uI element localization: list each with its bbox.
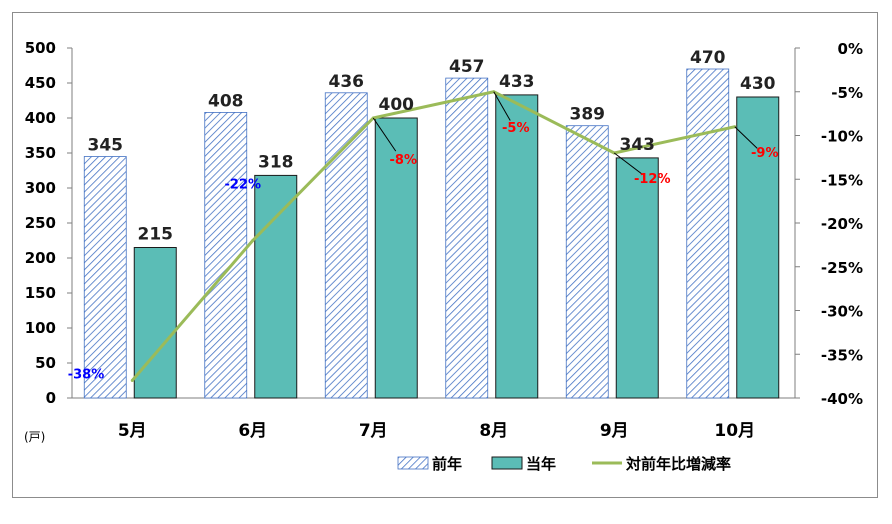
y-unit-label: (戸) <box>24 430 45 444</box>
bar-prev-year-value-label: 436 <box>329 72 365 92</box>
y-left-tick-label: 400 <box>25 109 56 127</box>
bar-current-year-value-label: 343 <box>620 135 656 155</box>
x-category-label: 6月 <box>238 421 267 441</box>
bar-current-year <box>736 96 780 399</box>
y-left-tick-label: 50 <box>35 354 56 372</box>
rate-leader-line <box>613 152 644 175</box>
rate-value-label: -38% <box>68 368 105 383</box>
x-category-label: 8月 <box>479 421 508 441</box>
bar-current-year <box>254 174 298 399</box>
y-left-tick-label: 0 <box>46 389 56 407</box>
rate-value-label: -8% <box>390 153 417 168</box>
bar-prev-year-value-label: 389 <box>570 105 606 125</box>
y-right-tick-label: -35% <box>821 346 863 364</box>
bar-prev-year-value-label: 470 <box>690 48 726 68</box>
rate-leader-line <box>734 126 758 149</box>
x-category-label: 10月 <box>714 421 755 441</box>
bar-current-year-value-label: 400 <box>379 95 415 115</box>
rate-line <box>131 90 736 382</box>
y-right-tick-label: -10% <box>821 128 863 146</box>
bar-prev-year <box>83 156 127 399</box>
bar-current-year <box>615 157 659 399</box>
x-category-label: 5月 <box>118 421 147 441</box>
rate-point <box>130 379 134 382</box>
legend-label-rate: 対前年比増減率 <box>625 455 731 473</box>
y-left-tick-label: 200 <box>25 249 56 267</box>
y-right-tick-label: -30% <box>821 303 863 321</box>
x-category-label: 7月 <box>359 421 388 441</box>
rate-value-label: -22% <box>224 178 261 193</box>
bar-prev-year <box>686 68 730 399</box>
bar-current-year <box>374 117 418 399</box>
bar-current-year-value-label: 318 <box>258 152 294 172</box>
bar-current-year-value-label: 433 <box>499 72 535 92</box>
bar-current-year-value-label: 430 <box>740 74 776 94</box>
y-left-tick-label: 500 <box>25 39 56 57</box>
bar-current-year-value-label: 215 <box>138 225 174 245</box>
bar-prev-year-value-label: 408 <box>208 91 244 111</box>
y-right-tick-label: 0% <box>838 40 863 58</box>
legend-swatch-prev-year <box>397 456 429 470</box>
y-right-tick-label: -40% <box>821 390 863 408</box>
rate-value-label: -9% <box>751 146 778 161</box>
bar-prev-year-value-label: 345 <box>88 136 124 156</box>
rate-point <box>251 239 255 242</box>
y-right-tick-label: -25% <box>821 259 863 277</box>
legend-label-current-year: 当年 <box>526 455 556 473</box>
y-left-tick-label: 450 <box>25 74 56 92</box>
y-left-tick-label: 150 <box>25 284 56 302</box>
bar-current-year <box>495 94 539 399</box>
y-right-tick-label: -20% <box>821 215 863 233</box>
rate-leader-line <box>493 91 511 121</box>
rate-leader-line <box>372 117 397 152</box>
x-category-label: 9月 <box>600 421 629 441</box>
y-left-tick-label: 300 <box>25 179 56 197</box>
bar-prev-year <box>445 77 489 399</box>
y-right-tick-label: -15% <box>821 171 863 189</box>
bar-prev-year <box>565 125 609 399</box>
y-left-tick-label: 100 <box>25 319 56 337</box>
rate-value-label: -5% <box>502 121 529 136</box>
rate-value-label: -12% <box>634 172 671 187</box>
y-left-tick-label: 250 <box>25 214 56 232</box>
bar-current-year <box>133 247 177 399</box>
y-left-tick-label: 350 <box>25 144 56 162</box>
bar-prev-year-value-label: 457 <box>449 57 485 77</box>
y-right-tick-label: -5% <box>831 84 863 102</box>
legend-label-prev-year: 前年 <box>432 455 462 473</box>
legend-swatch-current-year <box>491 456 523 470</box>
bar-prev-year <box>324 92 368 399</box>
